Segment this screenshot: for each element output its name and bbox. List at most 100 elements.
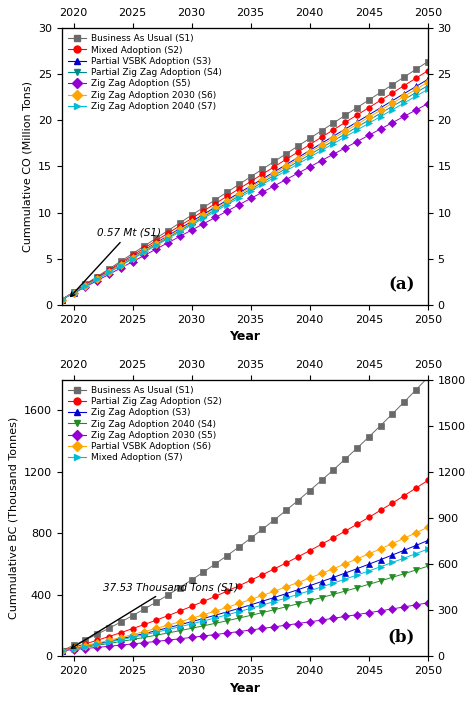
Partial VSBK Adoption (S3) xyxy=(307,146,312,155)
Partial VSBK Adoption (S6) xyxy=(425,523,431,531)
Partial VSBK Adoption (S6) xyxy=(272,587,277,595)
Partial Zig Zag Adoption (S2) xyxy=(165,612,171,620)
Partial Zig Zag Adoption (S2) xyxy=(201,597,206,605)
Zig Zag Adoption (S3) xyxy=(154,626,159,635)
Text: 0.57 Mt (S1): 0.57 Mt (S1) xyxy=(71,228,161,297)
Partial VSBK Adoption (S3) xyxy=(165,231,171,240)
Mixed Adoption (S2) xyxy=(154,236,159,245)
Mixed Adoption (S7) xyxy=(189,619,194,628)
Partial Zig Zag Adoption (S4) xyxy=(177,226,182,235)
Zig Zag Adoption 2040 (S4) xyxy=(295,600,301,608)
Zig Zag Adoption (S3) xyxy=(224,607,230,616)
Mixed Adoption (S2) xyxy=(142,244,147,252)
Mixed Adoption (S2) xyxy=(94,273,100,282)
Partial Zig Zag Adoption (S2) xyxy=(342,527,348,536)
Business As Usual (S1) xyxy=(189,576,194,584)
Mixed Adoption (S2) xyxy=(342,118,348,127)
Zig Zag Adoption 2040 (S7) xyxy=(260,180,265,188)
Partial VSBK Adoption (S3) xyxy=(142,245,147,254)
Partial VSBK Adoption (S6) xyxy=(71,644,76,652)
Partial VSBK Adoption (S3) xyxy=(130,253,136,262)
Zig Zag Adoption (S5) xyxy=(212,213,218,221)
Zig Zag Adoption (S3) xyxy=(118,635,124,643)
Partial Zig Zag Adoption (S2) xyxy=(224,587,230,595)
Zig Zag Adoption (S5) xyxy=(260,188,265,196)
Mixed Adoption (S7) xyxy=(201,617,206,625)
Zig Zag Adoption 2030 (S6) xyxy=(272,169,277,178)
Zig Zag Adoption 2040 (S7) xyxy=(142,248,147,257)
Partial Zig Zag Adoption (S4) xyxy=(342,130,348,138)
Mixed Adoption (S7) xyxy=(94,640,100,649)
Partial Zig Zag Adoption (S2) xyxy=(366,513,372,522)
Partial VSBK Adoption (S6) xyxy=(401,534,407,543)
Business As Usual (S1) xyxy=(425,58,431,66)
Zig Zag Adoption 2030 (S5) xyxy=(272,623,277,631)
Zig Zag Adoption 2040 (S7) xyxy=(378,112,383,121)
Partial VSBK Adoption (S3) xyxy=(330,132,336,141)
Partial VSBK Adoption (S6) xyxy=(118,633,124,642)
Mixed Adoption (S7) xyxy=(342,575,348,583)
Partial Zig Zag Adoption (S2) xyxy=(118,628,124,637)
Zig Zag Adoption 2040 (S4) xyxy=(106,639,112,647)
Partial VSBK Adoption (S3) xyxy=(118,260,124,269)
Partial VSBK Adoption (S3) xyxy=(106,267,112,276)
Zig Zag Adoption (S5) xyxy=(390,118,395,127)
Zig Zag Adoption 2040 (S4) xyxy=(201,621,206,630)
Line: Zig Zag Adoption 2030 (S5): Zig Zag Adoption 2030 (S5) xyxy=(59,600,430,653)
Mixed Adoption (S7) xyxy=(212,614,218,622)
Zig Zag Adoption 2040 (S4) xyxy=(71,645,76,653)
Mixed Adoption (S2) xyxy=(307,141,312,149)
Zig Zag Adoption (S3) xyxy=(71,644,76,652)
Zig Zag Adoption (S3) xyxy=(106,637,112,645)
Zig Zag Adoption (S3) xyxy=(260,597,265,605)
Business As Usual (S1) xyxy=(189,211,194,219)
Business As Usual (S1) xyxy=(154,598,159,606)
Mixed Adoption (S7) xyxy=(260,601,265,610)
Zig Zag Adoption 2040 (S4) xyxy=(248,611,254,619)
Partial Zig Zag Adoption (S4) xyxy=(106,268,112,276)
Partial VSBK Adoption (S3) xyxy=(401,89,407,98)
Partial Zig Zag Adoption (S4) xyxy=(248,185,254,193)
Partial VSBK Adoption (S6) xyxy=(366,550,372,558)
Zig Zag Adoption 2040 (S4) xyxy=(390,573,395,581)
Partial Zig Zag Adoption (S2) xyxy=(401,491,407,500)
Zig Zag Adoption 2040 (S7) xyxy=(401,98,407,107)
Zig Zag Adoption (S3) xyxy=(165,624,171,632)
Business As Usual (S1) xyxy=(272,157,277,166)
Line: Zig Zag Adoption 2040 (S7): Zig Zag Adoption 2040 (S7) xyxy=(59,86,430,302)
Zig Zag Adoption (S5) xyxy=(366,131,372,139)
Partial Zig Zag Adoption (S4) xyxy=(94,275,100,283)
Zig Zag Adoption 2040 (S7) xyxy=(154,241,159,250)
Business As Usual (S1) xyxy=(272,516,277,524)
Partial Zig Zag Adoption (S2) xyxy=(130,624,136,633)
Partial Zig Zag Adoption (S4) xyxy=(201,212,206,221)
Zig Zag Adoption (S5) xyxy=(401,112,407,120)
Zig Zag Adoption (S3) xyxy=(142,629,147,638)
Zig Zag Adoption 2040 (S4) xyxy=(59,646,64,654)
Partial VSBK Adoption (S6) xyxy=(142,627,147,636)
Zig Zag Adoption 2040 (S7) xyxy=(59,295,64,304)
Zig Zag Adoption (S3) xyxy=(354,565,360,573)
Partial VSBK Adoption (S3) xyxy=(425,75,431,84)
Mixed Adoption (S7) xyxy=(413,549,419,557)
Business As Usual (S1) xyxy=(59,646,64,654)
Mixed Adoption (S2) xyxy=(248,177,254,186)
Partial Zig Zag Adoption (S4) xyxy=(283,165,289,173)
Zig Zag Adoption (S5) xyxy=(165,238,171,247)
Business As Usual (S1) xyxy=(260,165,265,174)
Line: Partial Zig Zag Adoption (S4): Partial Zig Zag Adoption (S4) xyxy=(59,83,430,302)
Zig Zag Adoption 2030 (S6) xyxy=(189,218,194,226)
Mixed Adoption (S7) xyxy=(425,545,431,553)
Partial VSBK Adoption (S3) xyxy=(413,82,419,91)
Zig Zag Adoption (S3) xyxy=(283,589,289,598)
Partial VSBK Adoption (S6) xyxy=(94,639,100,647)
Partial Zig Zag Adoption (S4) xyxy=(307,150,312,159)
Partial VSBK Adoption (S3) xyxy=(295,153,301,162)
Mixed Adoption (S7) xyxy=(118,636,124,644)
Zig Zag Adoption 2040 (S7) xyxy=(319,146,324,155)
Business As Usual (S1) xyxy=(295,496,301,505)
Mixed Adoption (S2) xyxy=(319,133,324,141)
Zig Zag Adoption (S5) xyxy=(354,137,360,146)
Business As Usual (S1) xyxy=(106,624,112,633)
Zig Zag Adoption (S5) xyxy=(71,289,76,297)
